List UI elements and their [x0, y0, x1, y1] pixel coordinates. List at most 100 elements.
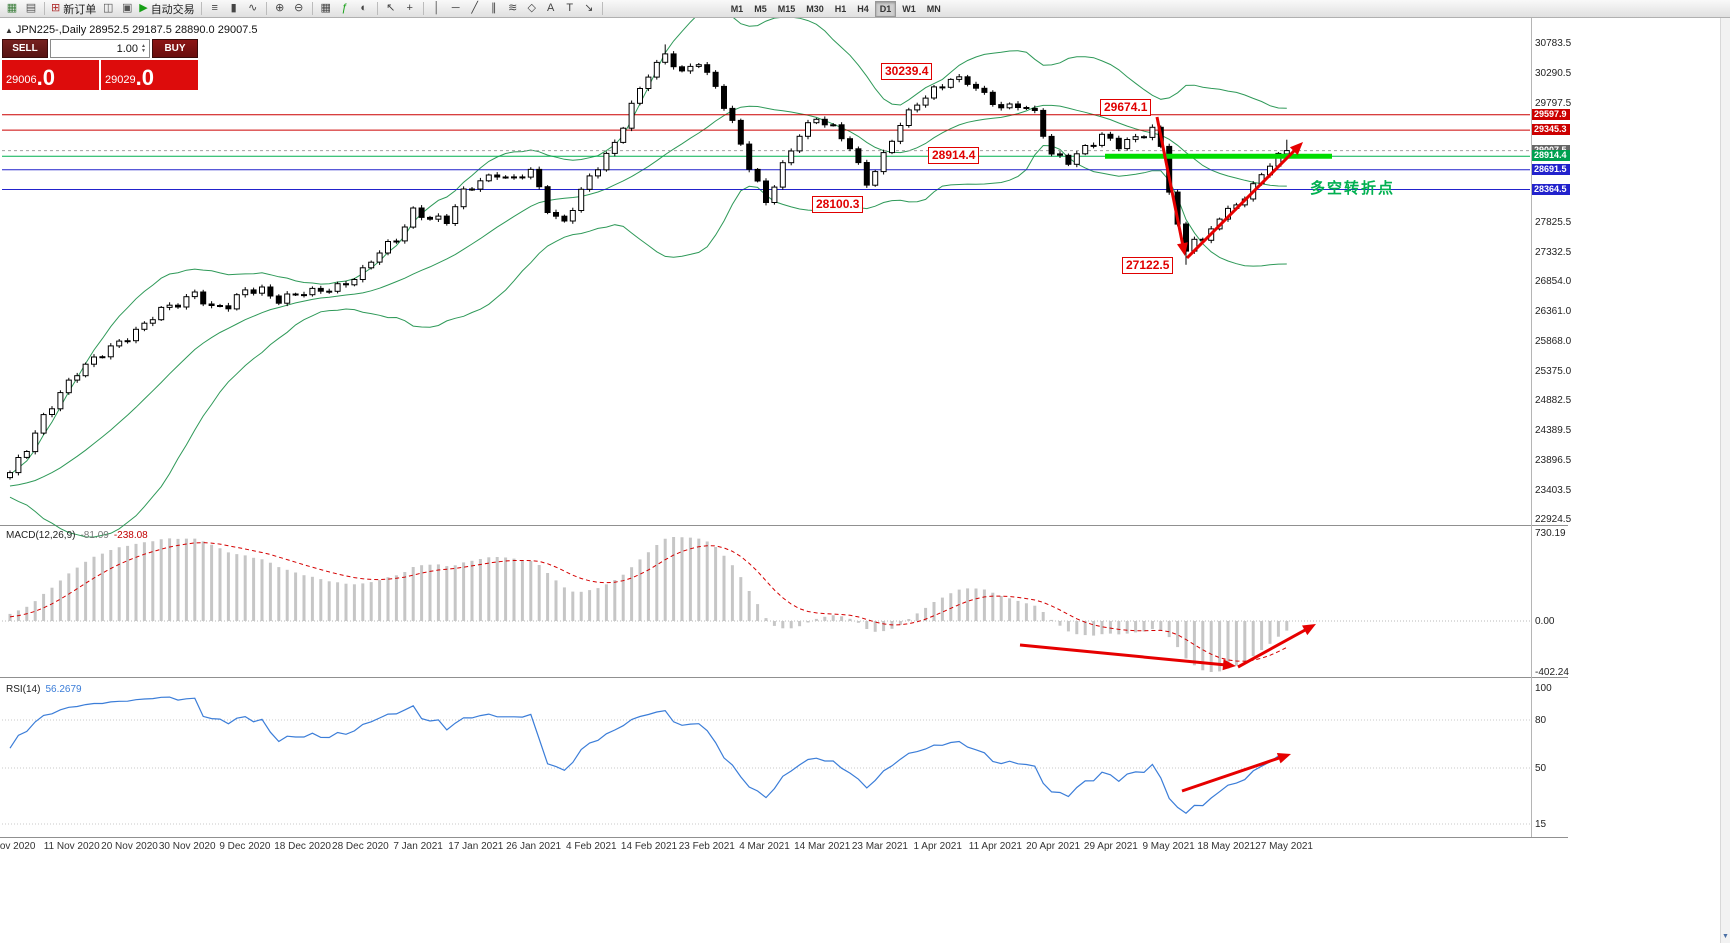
rsi-name: RSI(14): [6, 684, 41, 695]
crosshair-button[interactable]: +: [401, 1, 419, 17]
date-label: 29 Apr 2021: [1083, 841, 1138, 852]
zoom-in-icon: ⊕: [275, 2, 285, 14]
timeframe-m15[interactable]: M15: [777, 3, 796, 14]
trendline-icon: ╱: [471, 2, 478, 14]
tile-windows-button[interactable]: ▦: [317, 1, 335, 17]
buy-price-box[interactable]: 29029 .0: [101, 60, 198, 90]
macd-histogram: [2, 537, 1530, 672]
date-label: 4 Mar 2021: [739, 841, 790, 852]
sell-price-big: .0: [36, 65, 55, 90]
cursor-icon: ↖: [386, 2, 396, 14]
trendline-button[interactable]: ╱: [466, 1, 484, 17]
date-label: 14 Feb 2021: [620, 841, 678, 852]
date-label: 18 May 2021: [1197, 841, 1256, 852]
charts-list-button[interactable]: ◫: [99, 1, 117, 17]
arrows-tool-icon: ↘: [584, 2, 594, 14]
price-axis-label: 24882.5: [1535, 395, 1572, 407]
data-window-button[interactable]: ▣: [118, 1, 136, 17]
macd-axis-label: -402.24: [1535, 667, 1569, 678]
cycles-button[interactable]: ◐: [355, 1, 373, 17]
timeframe-m5[interactable]: M5: [754, 3, 767, 14]
price-axis-label: 25868.0: [1535, 335, 1572, 347]
price-annotation-box[interactable]: 30239.4: [881, 63, 933, 80]
bars-mode-icon: ≡: [211, 2, 218, 14]
new-order-icon: ⊞: [51, 2, 61, 14]
volume-spinner[interactable]: ▲ ▼: [141, 42, 146, 54]
cycles-icon: ◐: [360, 2, 368, 14]
timeframe-d1[interactable]: D1: [874, 0, 897, 17]
buy-button[interactable]: BUY: [152, 39, 198, 58]
macd-signal-line: [9, 542, 1288, 662]
volume-field[interactable]: 1.00 ▲ ▼: [50, 39, 150, 58]
buy-price-small: 29029: [105, 74, 136, 86]
date-label: 1 Apr 2021: [913, 841, 962, 852]
cursor-button[interactable]: ↖: [382, 1, 400, 17]
label-button[interactable]: T: [561, 1, 579, 17]
toolbar-separator: [265, 2, 267, 15]
date-label: 23 Mar 2021: [851, 841, 908, 852]
candles-layer: [7, 44, 1290, 480]
profiles-button[interactable]: ▤: [22, 1, 40, 17]
vertical-scrollbar[interactable]: ▲ ▼: [1720, 0, 1730, 943]
new-chart-button[interactable]: ▦: [3, 1, 21, 17]
scroll-down-icon[interactable]: ▼: [1722, 933, 1729, 940]
horizontal-line-icon: ─: [451, 2, 460, 14]
date-label: 9 Dec 2020: [219, 841, 271, 852]
equidistant-channel-button[interactable]: ∥: [485, 1, 503, 17]
timeframe-m30[interactable]: M30: [806, 3, 824, 14]
sell-price-box[interactable]: 29006 .0: [2, 60, 99, 90]
price-axis-label: 30290.5: [1535, 67, 1572, 79]
equidistant-channel-icon: ∥: [490, 2, 497, 14]
sell-price-small: 29006: [6, 74, 37, 86]
price-annotation-box[interactable]: 28100.3: [812, 196, 864, 213]
price-annotation-box[interactable]: 28914.4: [928, 147, 980, 164]
price-axis-label: 24389.5: [1535, 425, 1572, 437]
rsi-axis-label: 15: [1535, 819, 1547, 830]
timeframe-h4[interactable]: H4: [857, 3, 869, 14]
rsi-line: [9, 696, 1287, 814]
price-tag: 29007.5: [1532, 144, 1570, 156]
line-mode-button[interactable]: ∿: [244, 1, 262, 17]
shapes-button[interactable]: ◇: [523, 1, 541, 17]
bars-mode-button[interactable]: ≡: [206, 1, 224, 17]
trend-arrows[interactable]: [1019, 116, 1316, 793]
horizontal-line-button[interactable]: ─: [447, 1, 465, 17]
sell-button[interactable]: SELL: [2, 39, 48, 58]
new-order-button[interactable]: ⊞ 新订单: [49, 1, 98, 17]
timeframe-w1[interactable]: W1: [902, 3, 916, 14]
vertical-line-button[interactable]: │: [428, 1, 446, 17]
price-annotation-box[interactable]: 27122.5: [1122, 257, 1174, 274]
spinner-up-icon[interactable]: ▲: [141, 42, 146, 49]
timeframe-mn[interactable]: MN: [926, 3, 941, 14]
timeframe-m1[interactable]: M1: [730, 3, 744, 14]
text-button[interactable]: A: [542, 1, 560, 17]
price-annotation-box[interactable]: 29674.1: [1100, 99, 1152, 116]
zoom-out-icon: ⊖: [294, 2, 304, 14]
price-tag: 29597.9: [1532, 108, 1570, 120]
macd-axis-label: 730.19: [1535, 528, 1566, 539]
zoom-out-button[interactable]: ⊖: [290, 1, 308, 17]
indicators-button[interactable]: ƒ: [336, 1, 354, 17]
price-axis-label: 29797.5: [1535, 97, 1572, 109]
date-label: 18 Dec 2020: [274, 841, 331, 852]
spinner-down-icon[interactable]: ▼: [141, 47, 146, 54]
rsi-axis-label: 80: [1535, 715, 1547, 726]
zoom-in-button[interactable]: ⊕: [271, 1, 289, 17]
candles-mode-button[interactable]: ▮: [225, 1, 243, 17]
date-label: 7 Jan 2021: [393, 841, 443, 852]
auto-trading-icon: ▶: [139, 2, 148, 14]
macd-value-signal: -238.08: [113, 530, 148, 541]
toolbar-separator: [422, 2, 424, 15]
auto-trading-label: 自动交易: [150, 3, 195, 16]
auto-trading-button[interactable]: ▶ 自动交易: [137, 1, 196, 17]
rsi-label: RSI(14) 56.2679: [6, 684, 82, 695]
date-label: Nov 2020: [0, 841, 36, 852]
fibonacci-button[interactable]: ≋: [504, 1, 522, 17]
trade-controls-row: SELL 1.00 ▲ ▼ BUY: [2, 39, 198, 58]
turning-point-note: 多空转折点: [1310, 180, 1396, 197]
timeframe-h1[interactable]: H1: [834, 3, 847, 14]
arrows-tool-button[interactable]: ↘: [580, 1, 598, 17]
toolbar-separator: [311, 2, 313, 15]
